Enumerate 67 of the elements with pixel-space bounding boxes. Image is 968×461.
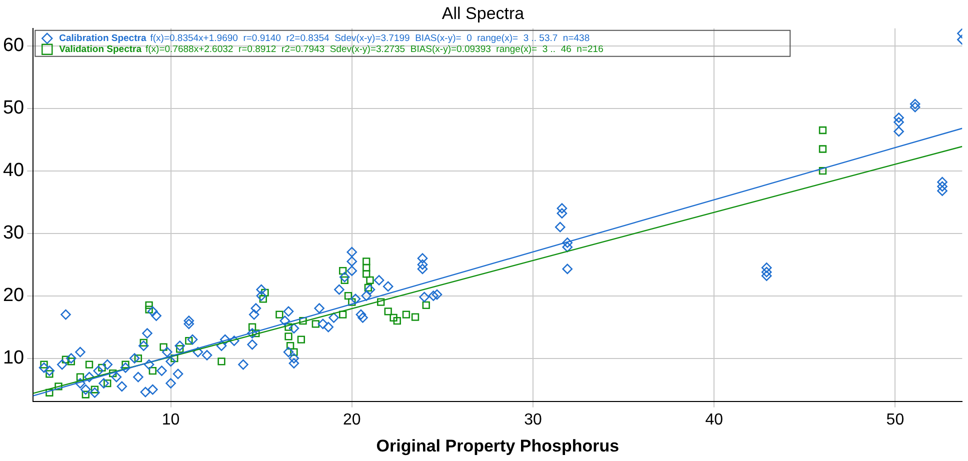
point <box>134 354 142 362</box>
chart-title: All Spectra <box>442 4 525 23</box>
point <box>76 373 84 381</box>
y-tick-label: 50 <box>2 98 24 119</box>
point <box>82 390 90 398</box>
point <box>160 343 168 351</box>
point <box>176 345 184 353</box>
x-tick-label: 10 <box>162 411 180 428</box>
point <box>98 364 106 372</box>
point <box>338 266 347 275</box>
point <box>393 316 401 325</box>
point <box>286 342 294 350</box>
point <box>402 310 410 318</box>
point <box>297 336 305 344</box>
point <box>377 298 385 306</box>
point <box>218 358 226 366</box>
point <box>344 292 352 300</box>
point <box>185 336 193 345</box>
point <box>411 313 420 321</box>
x-tick-label: 20 <box>342 411 361 428</box>
point <box>340 276 348 284</box>
y-tick-label: 10 <box>2 348 24 369</box>
x-tick-label: 50 <box>886 411 904 428</box>
point <box>422 301 430 310</box>
point <box>145 301 153 310</box>
point <box>261 288 269 297</box>
y-tick-label: 60 <box>2 35 24 56</box>
point <box>252 329 260 338</box>
point <box>312 320 320 328</box>
point <box>276 310 284 318</box>
y-tick-label: 20 <box>2 285 24 306</box>
point <box>384 308 392 316</box>
point <box>366 276 374 284</box>
point <box>90 386 99 394</box>
point <box>818 145 827 153</box>
point <box>348 298 356 306</box>
point <box>108 369 117 378</box>
point <box>148 366 156 375</box>
point <box>104 379 112 388</box>
point <box>364 284 372 292</box>
point <box>818 167 827 175</box>
point <box>170 354 178 362</box>
annotation: f(x)=0.8354x+1.9690 r=0.9140 r2=0.8354 Sdev(x-y)=3.7199 BIAS(x-y)= 0 range(x)= 3 .. 53.7 n=438 <box>150 33 590 44</box>
point <box>299 316 307 325</box>
point <box>290 348 298 356</box>
legend-label: Calibration Spectra <box>59 33 147 44</box>
legend-label: Validation Spectra <box>59 44 142 56</box>
point <box>54 382 62 390</box>
point <box>248 323 256 331</box>
y-tick-label: 40 <box>2 160 24 182</box>
point <box>362 258 370 266</box>
point <box>145 306 153 314</box>
y-tick-label: 30 <box>2 222 24 244</box>
point <box>818 126 827 134</box>
point <box>338 310 347 318</box>
point <box>46 388 54 396</box>
point <box>390 314 398 322</box>
point <box>362 264 370 272</box>
x-tick-label: 30 <box>524 411 542 428</box>
point <box>362 270 370 278</box>
point <box>62 356 70 364</box>
point <box>284 323 292 331</box>
x-axis-title: Original Property Phosphorus <box>376 436 620 456</box>
point <box>284 332 292 340</box>
point <box>85 360 94 368</box>
x-tick-label: 40 <box>705 411 724 428</box>
annotation: f(x)=0.7688x+2.6032 r=0.8912 r2=0.7943 Sdev(x-y)=3.2735 BIAS(x-y)=0.09393 range(x)= 3 .. 46 n=216 <box>145 44 604 56</box>
